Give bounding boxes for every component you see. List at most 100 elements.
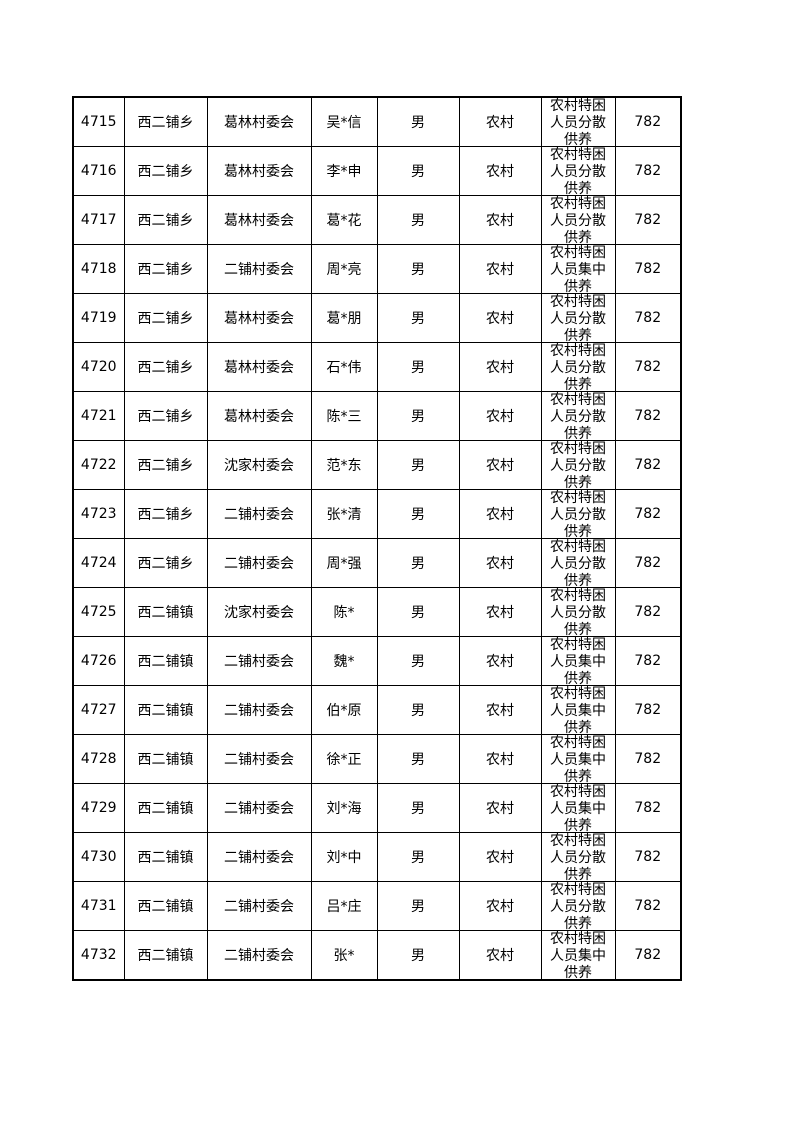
village: 二铺村委会 — [206, 489, 312, 539]
village: 二铺村委会 — [206, 538, 312, 588]
row-number: 4732 — [72, 930, 125, 981]
area: 农村 — [458, 636, 542, 686]
area: 农村 — [458, 293, 542, 343]
person-name: 徐*正 — [310, 734, 378, 784]
table-cell: 农村特困人员集中供养 — [540, 930, 616, 981]
table-row: 4725 西二铺镇 沈家村委会 陈* 男农村 农村特困人员分散供养 782 — [72, 587, 682, 637]
person-name: 魏* — [310, 636, 378, 686]
person-name: 刘*中 — [310, 832, 378, 882]
support-type: 农村特困人员分散供养 — [550, 490, 606, 538]
support-type: 农村特困人员分散供养 — [550, 147, 606, 195]
village: 二铺村委会 — [206, 244, 312, 294]
village: 葛林村委会 — [206, 195, 312, 245]
gender: 男 — [376, 195, 460, 245]
amount: 782 — [614, 587, 682, 637]
person-name: 伯*原 — [310, 685, 378, 735]
area: 农村 — [458, 783, 542, 833]
table-row: 4726 西二铺镇 二铺村委会 魏* 男农村 农村特困人员集中供养 782 — [72, 636, 682, 686]
support-type: 农村特困人员分散供养 — [550, 882, 606, 930]
village: 葛林村委会 — [206, 293, 312, 343]
area: 农村 — [458, 734, 542, 784]
table-cell: 农村特困人员分散供养 — [540, 832, 616, 882]
village: 二铺村委会 — [206, 734, 312, 784]
township: 西二铺乡 — [123, 391, 208, 441]
table-cell: 农村特困人员分散供养 — [540, 195, 616, 245]
table-cell: 农村特困人员分散供养 — [540, 391, 616, 441]
township: 西二铺乡 — [123, 440, 208, 490]
area: 农村 — [458, 685, 542, 735]
village: 葛林村委会 — [206, 96, 312, 147]
row-number: 4719 — [72, 293, 125, 343]
person-name: 范*东 — [310, 440, 378, 490]
table-row: 4731 西二铺镇 二铺村委会 吕*庄男农村 农村特困人员分散供养 782 — [72, 881, 682, 931]
table-row: 4715 西二铺乡 葛林村委会 吴*信男农村 农村特困人员分散供养 782 — [72, 96, 682, 147]
table-cell: 农村特困人员集中供养 — [540, 685, 616, 735]
table-row: 4727 西二铺镇 二铺村委会 伯*原男农村 农村特困人员集中供养 782 — [72, 685, 682, 735]
table-cell: 农村特困人员集中供养 — [540, 244, 616, 294]
support-type: 农村特困人员分散供养 — [550, 392, 606, 440]
table-row: 4721 西二铺乡 葛林村委会 陈*三男农村 农村特困人员分散供养 782 — [72, 391, 682, 441]
amount: 782 — [614, 489, 682, 539]
amount: 782 — [614, 244, 682, 294]
person-name: 葛*花 — [310, 195, 378, 245]
gender: 男 — [376, 391, 460, 441]
township: 西二铺镇 — [123, 685, 208, 735]
township: 西二铺镇 — [123, 783, 208, 833]
row-number: 4729 — [72, 783, 125, 833]
person-name: 周*亮 — [310, 244, 378, 294]
amount: 782 — [614, 96, 682, 147]
support-type: 农村特困人员分散供养 — [550, 98, 606, 146]
person-name: 周*强 — [310, 538, 378, 588]
area: 农村 — [458, 930, 542, 981]
gender: 男 — [376, 783, 460, 833]
person-name: 李*申 — [310, 146, 378, 196]
support-type: 农村特困人员集中供养 — [550, 931, 606, 979]
row-number: 4724 — [72, 538, 125, 588]
support-type: 农村特困人员集中供养 — [550, 784, 606, 832]
gender: 男 — [376, 96, 460, 147]
table-row: 4732 西二铺镇 二铺村委会 张* 男农村 农村特困人员集中供养 782 — [72, 930, 682, 981]
township: 西二铺镇 — [123, 832, 208, 882]
township: 西二铺镇 — [123, 881, 208, 931]
township: 西二铺乡 — [123, 489, 208, 539]
gender: 男 — [376, 342, 460, 392]
village: 二铺村委会 — [206, 636, 312, 686]
table-row: 4719 西二铺乡 葛林村委会 葛*朋男农村 农村特困人员分散供养 782 — [72, 293, 682, 343]
support-type: 农村特困人员集中供养 — [550, 735, 606, 783]
data-table: 4715 西二铺乡 葛林村委会 吴*信男农村 农村特困人员分散供养 782 4716 西二铺乡… — [72, 96, 682, 981]
area: 农村 — [458, 538, 542, 588]
row-number: 4716 — [72, 146, 125, 196]
amount: 782 — [614, 783, 682, 833]
area: 农村 — [458, 146, 542, 196]
village: 葛林村委会 — [206, 146, 312, 196]
township: 西二铺乡 — [123, 538, 208, 588]
amount: 782 — [614, 734, 682, 784]
village: 沈家村委会 — [206, 440, 312, 490]
amount: 782 — [614, 538, 682, 588]
amount: 782 — [614, 342, 682, 392]
support-type: 农村特困人员集中供养 — [550, 637, 606, 685]
support-type: 农村特困人员分散供养 — [550, 441, 606, 489]
table-cell: 农村特困人员分散供养 — [540, 440, 616, 490]
person-name: 张* — [310, 930, 378, 981]
table-row: 4723 西二铺乡 二铺村委会 张*清男农村 农村特困人员分散供养 782 — [72, 489, 682, 539]
table-row: 4716 西二铺乡 葛林村委会 李*申男农村 农村特困人员分散供养 782 — [72, 146, 682, 196]
village: 葛林村委会 — [206, 342, 312, 392]
area: 农村 — [458, 832, 542, 882]
area: 农村 — [458, 489, 542, 539]
village: 二铺村委会 — [206, 832, 312, 882]
township: 西二铺乡 — [123, 195, 208, 245]
row-number: 4722 — [72, 440, 125, 490]
village: 葛林村委会 — [206, 391, 312, 441]
table-row: 4722 西二铺乡 沈家村委会 范*东男农村 农村特困人员分散供养 782 — [72, 440, 682, 490]
table-row: 4717 西二铺乡 葛林村委会 葛*花男农村 农村特困人员分散供养 782 — [72, 195, 682, 245]
table-row: 4730 西二铺镇 二铺村委会 刘*中男农村 农村特困人员分散供养 782 — [72, 832, 682, 882]
table-body: 4715 西二铺乡 葛林村委会 吴*信男农村 农村特困人员分散供养 782 4716 西二铺乡… — [72, 96, 682, 981]
table-cell: 农村特困人员集中供养 — [540, 734, 616, 784]
row-number: 4718 — [72, 244, 125, 294]
person-name: 张*清 — [310, 489, 378, 539]
amount: 782 — [614, 881, 682, 931]
gender: 男 — [376, 293, 460, 343]
table-cell: 农村特困人员分散供养 — [540, 342, 616, 392]
